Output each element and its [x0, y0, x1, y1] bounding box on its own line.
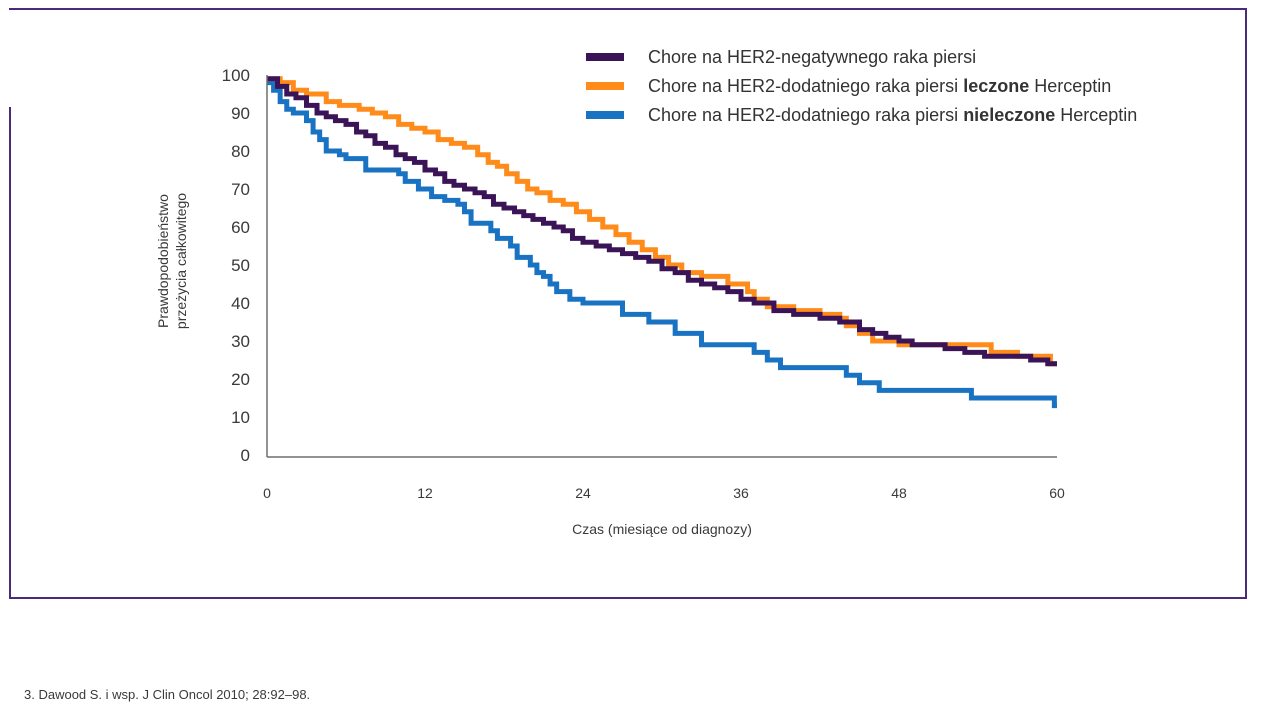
frame-border-bottom — [9, 597, 1247, 599]
x-tick-label: 12 — [417, 485, 433, 501]
footnote-citation: 3. Dawood S. i wsp. J Clin Oncol 2010; 2… — [24, 687, 311, 702]
y-tick-label: 80 — [231, 142, 250, 161]
legend-item-her2-negative: Chore na HER2-negatywnego raka piersi — [586, 47, 976, 67]
frame-border-left — [9, 107, 11, 599]
legend: Chore na HER2-negatywnego raka piersi Cho… — [586, 47, 1137, 125]
x-tick-label: 0 — [263, 485, 271, 501]
y-tick-label: 30 — [231, 332, 250, 351]
y-axis-ticks: 0 10 20 30 40 50 60 70 80 90 100 — [222, 66, 250, 465]
legend-label-emphasis: leczone — [963, 76, 1029, 96]
x-axis-ticks: 0 12 24 36 48 60 — [263, 485, 1065, 501]
legend-label-part: Chore na HER2-negatywnego raka piersi — [648, 47, 976, 67]
y-axis-title-line-1: Prawdopodobieństwo — [155, 194, 171, 328]
survival-chart: 0 10 20 30 40 50 60 70 80 90 100 0 12 24 36 48 60 Czas … — [155, 47, 1137, 537]
y-tick-label: 10 — [231, 408, 250, 427]
legend-swatch — [586, 53, 624, 61]
legend-label: Chore na HER2-dodatniego raka piersi lec… — [648, 76, 1111, 96]
y-tick-label: 0 — [241, 446, 250, 465]
survival-curves — [267, 76, 1057, 409]
y-axis-title: Prawdopodobieństwo przeżycia całkowitego — [155, 193, 189, 329]
y-tick-label: 100 — [222, 66, 250, 85]
y-tick-label: 40 — [231, 294, 250, 313]
legend-item-her2-positive-treated: Chore na HER2-dodatniego raka piersi lec… — [586, 76, 1111, 96]
y-tick-label: 20 — [231, 370, 250, 389]
y-tick-label: 70 — [231, 180, 250, 199]
legend-label-part: Chore na HER2-dodatniego raka piersi — [648, 76, 963, 96]
x-tick-label: 60 — [1049, 485, 1065, 501]
legend-label-emphasis: nieleczone — [963, 105, 1055, 125]
legend-label-part: Herceptin — [1055, 105, 1137, 125]
legend-label-part: Chore na HER2-dodatniego raka piersi — [648, 105, 963, 125]
curve-her2-positive-untreated — [267, 80, 1057, 409]
legend-item-her2-positive-untreated: Chore na HER2-dodatniego raka piersi nie… — [586, 105, 1137, 125]
x-tick-label: 48 — [891, 485, 907, 501]
y-axis-title-line-2: przeżycia całkowitego — [173, 193, 189, 329]
frame-border-top — [9, 8, 1247, 10]
legend-label-part: Herceptin — [1029, 76, 1111, 96]
y-tick-label: 60 — [231, 218, 250, 237]
y-tick-label: 50 — [231, 256, 250, 275]
x-tick-label: 24 — [575, 485, 591, 501]
legend-swatch — [586, 82, 624, 90]
legend-label: Chore na HER2-negatywnego raka piersi — [648, 47, 976, 67]
x-tick-label: 36 — [733, 485, 749, 501]
curve-her2-negative — [267, 76, 1057, 367]
legend-label: Chore na HER2-dodatniego raka piersi nie… — [648, 105, 1137, 125]
frame-border-right — [1245, 8, 1247, 599]
legend-swatch — [586, 111, 624, 119]
x-axis-title: Czas (miesiące od diagnozy) — [572, 521, 752, 537]
y-tick-label: 90 — [231, 104, 250, 123]
